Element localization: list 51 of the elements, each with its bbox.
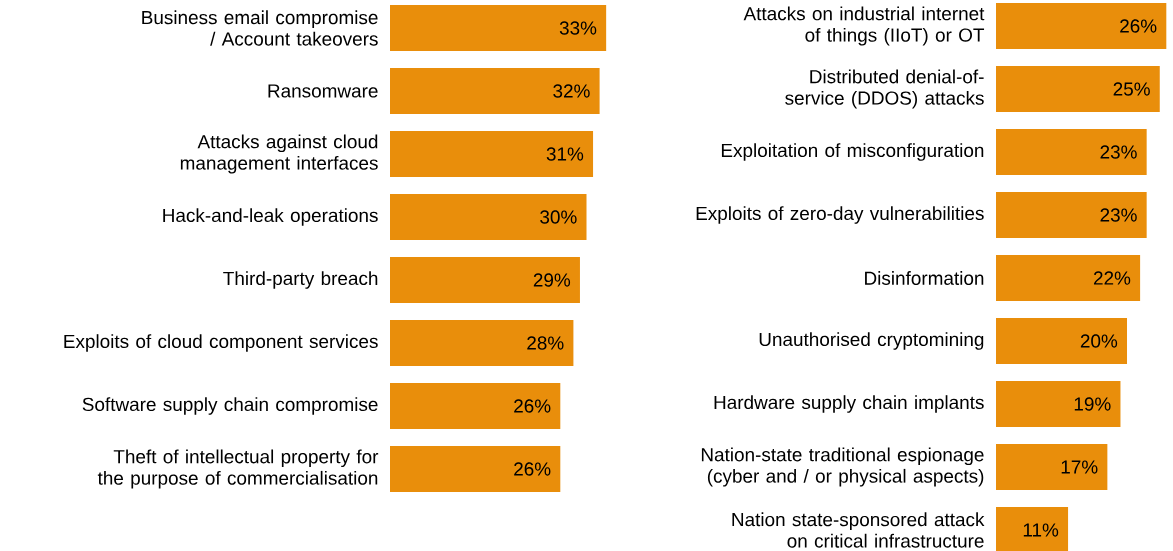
bar [996,444,1108,491]
y-tick-label: Attacks on industrial internet of things (IIoT) or OT [743,6,985,46]
y-tick-label: Nation state-sponsored attack on critical infrastructure [732,512,985,548]
bar [996,129,1147,175]
data-label: 22% [1093,271,1131,285]
data-label: 23% [1100,145,1137,159]
bar [996,318,1128,364]
y-tick-label: Theft of intellectual property for the purpose of commercialisation [97,449,379,489]
y-tick-label: Ransomware [268,84,378,98]
bar [996,507,1069,551]
bar [996,3,1167,49]
y-tick-label: Unauthorised cryptomining [759,332,984,350]
bar [390,446,561,493]
data-label: 33% [559,21,597,35]
data-label: 19% [1074,397,1111,411]
data-label: 26% [1120,19,1157,33]
bar [390,131,594,177]
data-label: 26% [514,462,551,476]
data-label: 28% [527,336,564,350]
data-label: 31% [546,147,584,161]
data-label: 26% [514,399,551,413]
bar [390,320,574,366]
y-tick-label: Exploits of zero-day vulnerabilities [696,206,984,224]
bar [390,5,607,51]
y-tick-label: Business email compromise / Account takeovers [142,10,378,46]
y-tick-label: Nation-state traditional espionage (cyber and / or physical aspects) [701,447,984,487]
y-tick-label: Exploits of cloud component services [64,334,378,352]
y-tick-label: Disinformation [865,271,984,285]
bar [390,68,600,114]
y-tick-label: Distributed denial-of-service (DDOS) attacks [785,69,984,109]
bar [996,255,1141,301]
data-label: 17% [1061,460,1098,474]
bar [996,192,1147,238]
bar [390,194,587,240]
data-label: 32% [553,84,590,98]
data-label: 29% [533,273,571,287]
bar [390,257,580,303]
y-tick-label: Software supply chain compromise [82,397,378,415]
y-tick-label: Exploitation of misconfiguration [721,143,984,161]
bar [390,383,561,429]
y-tick-label: Hack-and-leak operations [163,208,378,226]
data-label: 11% [1023,523,1059,537]
y-tick-label: Attacks against cloud management interfaces [180,134,378,174]
data-label: 30% [540,210,577,224]
y-tick-label: Third-party breach [223,271,378,289]
bar [996,66,1160,112]
data-label: 23% [1100,208,1137,222]
bar [996,381,1121,427]
data-label: 20% [1080,334,1118,348]
y-tick-label: Hardware supply chain implants [714,395,984,413]
data-label: 25% [1113,82,1150,96]
